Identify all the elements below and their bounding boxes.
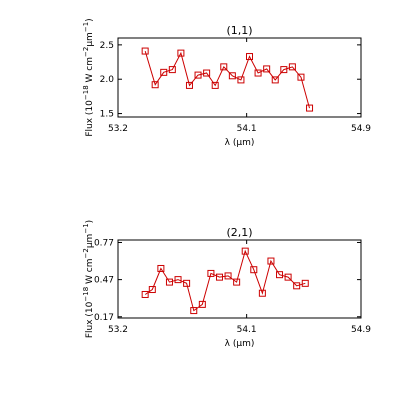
y-tick-label: 0.17 bbox=[94, 313, 114, 323]
data-point-marker bbox=[185, 81, 193, 89]
y-label-text: ) bbox=[85, 220, 95, 224]
data-point-marker bbox=[288, 63, 296, 71]
data-point-marker bbox=[148, 286, 156, 294]
data-point-marker bbox=[224, 272, 232, 280]
y-label-exponent: −18 bbox=[82, 287, 90, 302]
data-point-marker bbox=[284, 273, 292, 281]
y-label-exponent: −1 bbox=[82, 223, 90, 233]
data-point-marker bbox=[246, 53, 254, 61]
data-point-marker bbox=[280, 66, 288, 74]
x-tick-label: 53.2 bbox=[108, 325, 128, 335]
y-label-exponent: −2 bbox=[82, 47, 90, 57]
plot-frame bbox=[117, 37, 362, 118]
data-point-marker bbox=[157, 264, 165, 272]
chart-title: (1,1) bbox=[226, 24, 252, 37]
data-point-marker bbox=[250, 266, 258, 274]
y-label-text: μm bbox=[85, 234, 95, 249]
data-point-marker bbox=[258, 289, 266, 297]
data-point-marker bbox=[194, 71, 202, 79]
data-point-marker bbox=[228, 72, 236, 80]
series-line bbox=[144, 249, 306, 312]
chart-title: (2,1) bbox=[226, 226, 252, 239]
data-point-marker bbox=[276, 271, 284, 279]
data-point-marker bbox=[141, 47, 149, 55]
y-tick-label: 2.0 bbox=[100, 75, 115, 85]
data-point-marker bbox=[293, 282, 301, 290]
y-label-exponent: −1 bbox=[82, 22, 90, 32]
data-point-marker bbox=[215, 273, 223, 281]
data-point-marker bbox=[207, 269, 215, 277]
data-point-marker bbox=[301, 279, 309, 287]
y-tick-label: 1.5 bbox=[100, 110, 114, 120]
plot-frame bbox=[117, 239, 362, 319]
y-label-text: W cm bbox=[85, 259, 95, 287]
data-point-marker bbox=[165, 278, 173, 286]
data-point-marker bbox=[160, 68, 168, 76]
y-label-text: W cm bbox=[85, 57, 95, 85]
data-point-marker bbox=[241, 247, 249, 255]
data-point-marker bbox=[177, 49, 185, 57]
data-point-marker bbox=[220, 63, 228, 71]
data-point-marker bbox=[211, 81, 219, 89]
y-tick-label: 0.77 bbox=[94, 238, 114, 248]
data-point-marker bbox=[141, 290, 149, 298]
x-tick-label: 54.9 bbox=[351, 325, 371, 335]
x-axis-label: λ (μm) bbox=[225, 138, 255, 148]
data-point-marker bbox=[254, 69, 262, 77]
data-point-marker bbox=[237, 76, 245, 84]
y-label-text: Flux (10 bbox=[85, 100, 95, 137]
x-tick-label: 54.9 bbox=[351, 124, 371, 134]
y-label-exponent: −2 bbox=[82, 248, 90, 258]
y-label-text: ) bbox=[85, 18, 95, 22]
y-label-text: Flux (10 bbox=[85, 301, 95, 338]
y-label-text: μm bbox=[85, 32, 95, 47]
data-point-marker bbox=[306, 104, 314, 112]
y-axis-label: Flux (10−18 W cm−2μm−1) bbox=[82, 220, 95, 338]
data-point-marker bbox=[183, 279, 191, 287]
x-axis-label: λ (μm) bbox=[225, 339, 255, 349]
data-point-marker bbox=[267, 257, 275, 265]
x-tick-label: 53.2 bbox=[108, 124, 128, 134]
y-axis-label: Flux (10−18 W cm−2μm−1) bbox=[82, 18, 95, 136]
chart-panel-1-1: (1,1) 53.2 54.1 54.9 1.5 2.0 2.5 λ (μm) Flux (10… bbox=[82, 18, 371, 148]
data-point-marker bbox=[168, 66, 176, 74]
y-tick-label: 0.47 bbox=[94, 276, 114, 286]
y-tick-label: 2.5 bbox=[100, 41, 114, 51]
x-tick-label: 54.1 bbox=[237, 124, 257, 134]
data-point-marker bbox=[190, 307, 198, 315]
chart-panel-2-1: (2,1) 53.2 54.1 54.9 0.17 0.47 0.77 λ (μm) Flux … bbox=[82, 220, 371, 349]
x-tick-label: 54.1 bbox=[237, 325, 257, 335]
data-point-marker bbox=[263, 65, 271, 73]
data-point-marker bbox=[233, 278, 241, 286]
data-point-marker bbox=[174, 276, 182, 284]
data-point-marker bbox=[151, 81, 159, 89]
data-point-marker bbox=[198, 300, 206, 308]
data-point-marker bbox=[271, 76, 279, 84]
y-label-exponent: −18 bbox=[82, 85, 90, 100]
data-point-marker bbox=[297, 73, 305, 81]
data-point-marker bbox=[203, 69, 211, 77]
